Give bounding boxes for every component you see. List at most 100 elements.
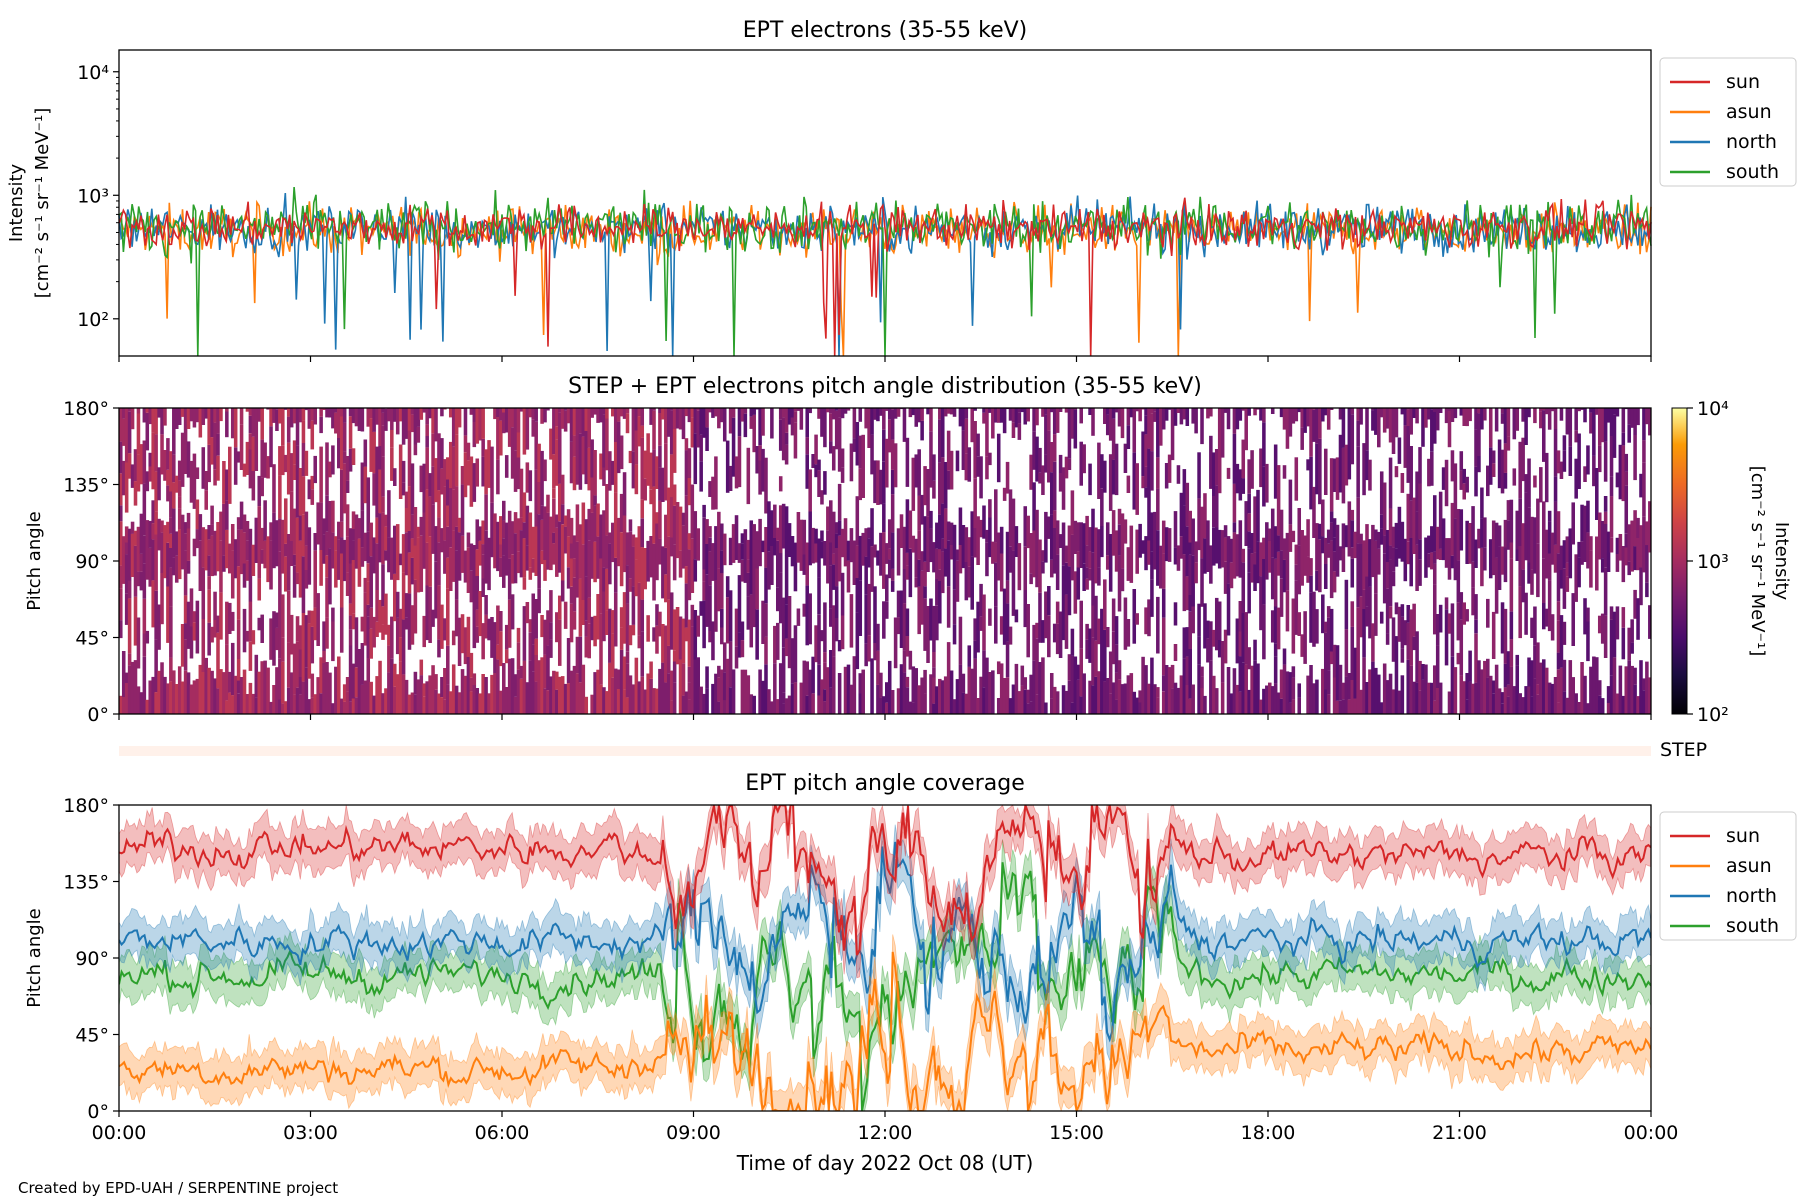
heatmap-cell: [737, 436, 742, 488]
heatmap-cell: [392, 525, 397, 574]
heatmap-cell: [260, 549, 264, 564]
heatmap-cell: [1188, 554, 1192, 595]
heatmap-cell: [269, 701, 273, 714]
heatmap-cell: [174, 408, 179, 429]
heatmap-cell: [478, 591, 482, 637]
heatmap-cell: [1465, 673, 1469, 700]
heatmap-cell: [1359, 533, 1363, 544]
heatmap-cell: [1270, 508, 1275, 558]
heatmap-cell: [1483, 547, 1487, 571]
heatmap-cell: [437, 490, 441, 518]
heatmap-cell: [528, 660, 533, 714]
heatmap-cell: [1035, 694, 1039, 714]
heatmap-cell: [145, 408, 150, 413]
heatmap-cell: [457, 408, 462, 428]
heatmap-cell: [737, 408, 742, 437]
heatmap-cell: [837, 483, 842, 521]
heatmap-cell: [764, 457, 768, 514]
heatmap-cell: [1144, 487, 1148, 498]
heatmap-cell: [1285, 671, 1290, 714]
heatmap-cell: [478, 526, 482, 541]
heatmap-cell: [1338, 546, 1343, 561]
heatmap-cell: [890, 690, 895, 714]
heatmap-cell: [443, 459, 447, 487]
heatmap-cell: [1250, 553, 1254, 583]
heatmap-cell: [1568, 408, 1573, 447]
heatmap-cell: [1303, 611, 1307, 664]
heatmap-cell: [1088, 568, 1092, 581]
heatmap-cell: [560, 504, 565, 525]
heatmap-cell: [1624, 533, 1629, 548]
heatmap-cell: [454, 685, 459, 714]
heatmap-cell: [1141, 408, 1145, 410]
heatmap-cell: [1453, 518, 1458, 531]
heatmap-cell: [242, 563, 247, 588]
heatmap-cell: [339, 416, 344, 470]
heatmap-cell: [534, 526, 538, 576]
heatmap-cell: [1539, 408, 1543, 412]
heatmap-cell: [661, 624, 665, 663]
intensity-line-sun: [118, 197, 1652, 357]
heatmap-cell: [1503, 547, 1508, 583]
heatmap-cell: [596, 408, 600, 423]
heatmap-cell: [254, 418, 259, 471]
heatmap-cell: [999, 526, 1004, 554]
heatmap-cell: [1450, 408, 1455, 422]
heatmap-cell: [387, 645, 391, 673]
heatmap-cell: [1465, 408, 1469, 427]
heatmap-cell: [1088, 680, 1092, 714]
heatmap-cell: [1061, 522, 1066, 566]
heatmap-cell: [413, 545, 418, 580]
heatmap-cell: [914, 538, 919, 578]
heatmap-cell: [1179, 492, 1184, 537]
heatmap-cell: [1388, 559, 1393, 607]
heatmap-cell: [734, 456, 739, 489]
heatmap-cell: [1539, 467, 1543, 503]
heatmap-cell: [1571, 677, 1575, 714]
heatmap-cell: [652, 408, 656, 411]
heatmap-cell: [139, 528, 144, 554]
heatmap-cell: [1645, 661, 1649, 714]
heatmap-cell: [1447, 411, 1452, 448]
heatmap-cell: [870, 408, 874, 435]
heatmap-cell: [195, 678, 200, 714]
heatmap-cell: [1038, 539, 1042, 593]
heatmap-cell: [575, 541, 580, 598]
heatmap-cell: [672, 429, 677, 473]
heatmap-cell: [216, 615, 220, 633]
heatmap-cell: [360, 547, 365, 567]
heatmap-cell: [560, 580, 565, 602]
heatmap-cell: [207, 555, 211, 576]
heatmap-cell: [1138, 408, 1142, 422]
heatmap-cell: [563, 410, 568, 432]
heatmap-cell: [982, 687, 986, 714]
heatmap-cell: [652, 449, 656, 487]
heatmap-cell: [313, 455, 317, 484]
heatmap-cell: [425, 542, 429, 586]
heatmap-cell: [513, 696, 518, 714]
heatmap-cell: [837, 673, 842, 714]
heatmap-cell: [923, 598, 927, 651]
heatmap-cell: [578, 578, 583, 637]
heatmap-cell: [952, 589, 957, 625]
heatmap-cell: [831, 511, 836, 554]
heatmap-cell: [496, 417, 500, 460]
heatmap-cell: [675, 530, 680, 559]
heatmap-cell: [1459, 619, 1464, 676]
heatmap-cell: [1108, 693, 1113, 714]
heatmap-cell: [443, 486, 447, 541]
heatmap-cell: [616, 421, 621, 474]
heatmap-cell: [1212, 452, 1216, 496]
heatmap-cell: [1627, 424, 1631, 443]
heatmap-cell: [1282, 465, 1287, 479]
heatmap-cell: [1583, 466, 1587, 482]
heatmap-cell: [354, 697, 359, 714]
heatmap-cell: [298, 677, 303, 695]
heatmap-cell: [1126, 408, 1131, 426]
heatmap-cell: [943, 408, 948, 417]
heatmap-cell: [345, 480, 350, 493]
heatmap-cell: [366, 477, 371, 532]
heatmap-cell: [434, 458, 438, 503]
heatmap-cell: [504, 624, 509, 650]
